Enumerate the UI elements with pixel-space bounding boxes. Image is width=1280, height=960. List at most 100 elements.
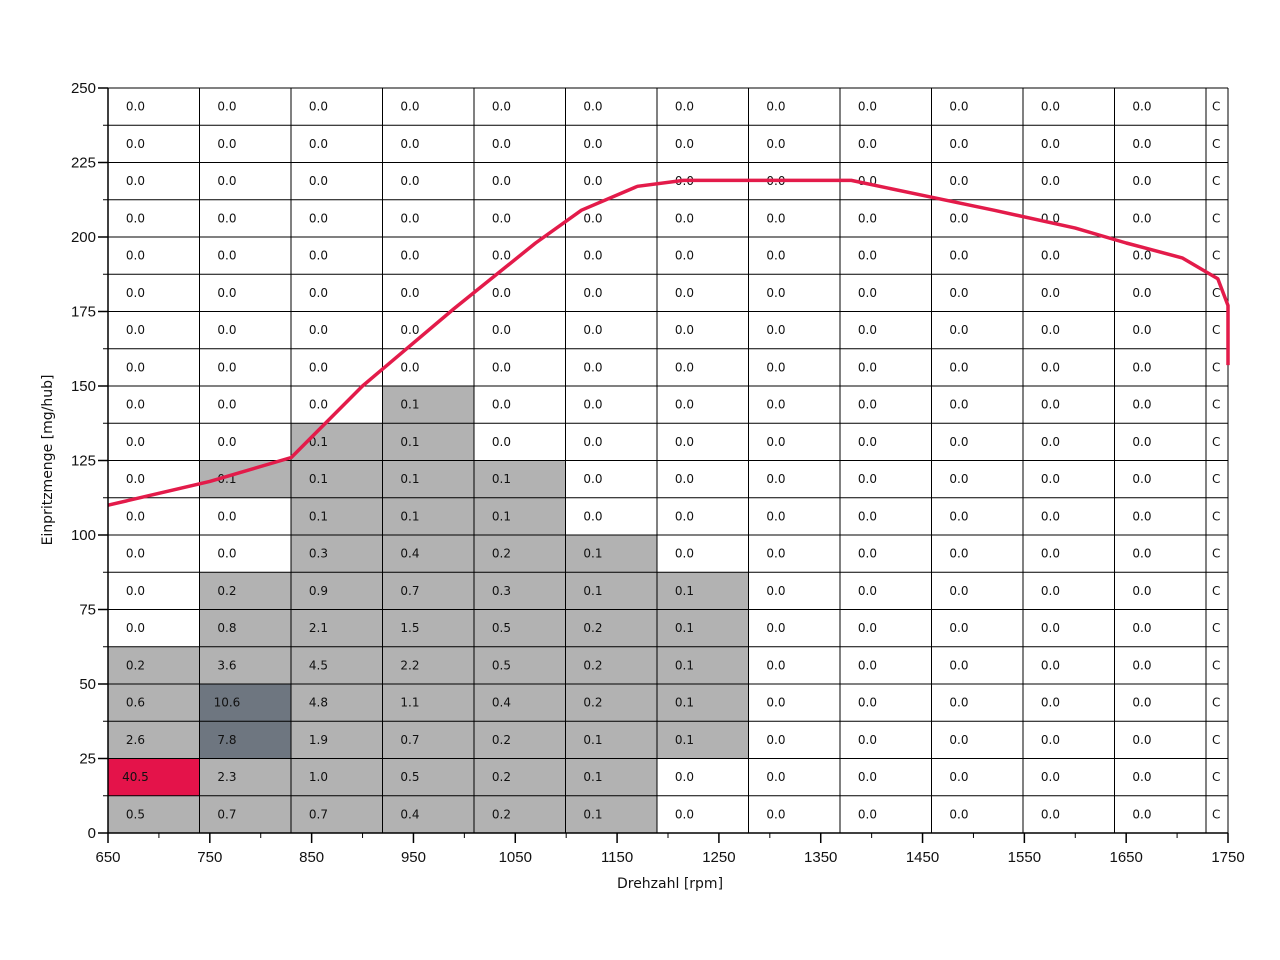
cell-value: 0.0 <box>1132 770 1151 784</box>
cell-value: 0.0 <box>949 509 968 523</box>
cell-value: 0.0 <box>217 547 236 561</box>
cell-value: 0.0 <box>400 137 419 151</box>
cell-value: 0.0 <box>766 696 785 710</box>
cell-value: 0.0 <box>949 733 968 747</box>
y-tick-label: 125 <box>71 453 96 470</box>
cell-value: 0.0 <box>309 137 328 151</box>
cell-value: 0.0 <box>492 211 511 225</box>
cell-value: 0.5 <box>492 621 511 635</box>
cell-value: 0.0 <box>949 100 968 114</box>
cell-value: 0.0 <box>949 286 968 300</box>
heatmap-cells <box>108 386 749 833</box>
cell-value: 0.0 <box>858 286 877 300</box>
cell-value: 0.0 <box>675 137 694 151</box>
cell-value: 0.0 <box>766 211 785 225</box>
cell-value: 0.0 <box>675 360 694 374</box>
cell-value: 0.0 <box>400 360 419 374</box>
cell-value: C <box>1212 733 1220 747</box>
cell-value: 0.0 <box>217 286 236 300</box>
heatmap-cell <box>565 721 657 759</box>
cell-value: 0.0 <box>126 323 145 337</box>
cell-value: 0.0 <box>583 398 602 412</box>
cell-value: 0.0 <box>1041 621 1060 635</box>
cell-value: C <box>1212 807 1220 821</box>
cell-value: 0.0 <box>675 435 694 449</box>
heatmap-cell <box>474 646 566 684</box>
heatmap-cell <box>291 535 383 573</box>
cell-value: 0.0 <box>675 286 694 300</box>
cell-value: 0.7 <box>400 584 419 598</box>
cell-value: 0.0 <box>126 472 145 486</box>
cell-value: 2.3 <box>217 770 236 784</box>
heatmap-cell <box>382 460 474 498</box>
cell-value: 0.0 <box>126 249 145 263</box>
cell-value: 0.2 <box>217 584 236 598</box>
heatmap-cell <box>565 684 657 722</box>
y-tick-label: 225 <box>71 155 96 172</box>
cell-value: 0.0 <box>400 100 419 114</box>
heatmap-cell <box>108 795 200 833</box>
heatmap-cell <box>108 646 200 684</box>
cell-value: 0.0 <box>1041 100 1060 114</box>
y-tick-label: 0 <box>88 825 96 842</box>
cell-value: 0.0 <box>949 621 968 635</box>
full-load-curve <box>107 178 1230 507</box>
cell-value: 0.5 <box>400 770 419 784</box>
cell-value: 0.0 <box>675 323 694 337</box>
cell-value: 4.8 <box>309 696 328 710</box>
cell-value: 0.0 <box>766 249 785 263</box>
cell-value: 0.0 <box>309 323 328 337</box>
cell-value: 0.0 <box>858 584 877 598</box>
cell-value: 0.1 <box>492 509 511 523</box>
cell-value: 0.2 <box>492 770 511 784</box>
heatmap-cell <box>565 609 657 647</box>
cell-value: 0.0 <box>858 398 877 412</box>
cell-value: 0.2 <box>492 807 511 821</box>
cell-value: 0.0 <box>309 174 328 188</box>
cell-value: 0.0 <box>1041 174 1060 188</box>
heatmap-cell <box>565 795 657 833</box>
cell-value: 0.0 <box>1132 547 1151 561</box>
heatmap-cell <box>474 795 566 833</box>
cell-value: 0.0 <box>949 435 968 449</box>
cell-value: 0.8 <box>217 621 236 635</box>
cell-value: 0.0 <box>675 211 694 225</box>
cell-value: 0.0 <box>1041 658 1060 672</box>
cell-value: 0.1 <box>583 584 602 598</box>
cell-value: 0.0 <box>1132 286 1151 300</box>
cell-value: 0.0 <box>949 584 968 598</box>
x-tick-label: 650 <box>95 849 120 866</box>
cell-value: 0.1 <box>400 435 419 449</box>
cell-values: 0.0 0.0 0.0 0.0 0.0 0.0 0.0 0.0 0.0 0.0 0.0 0.0 C 0.0… <box>122 100 1220 822</box>
cell-value: 0.0 <box>492 174 511 188</box>
heatmap-cell <box>474 684 566 722</box>
cell-value: 0.0 <box>1132 249 1151 263</box>
cell-value: 0.0 <box>309 100 328 114</box>
cell-value: 0.1 <box>400 509 419 523</box>
cell-value: 0.4 <box>492 696 511 710</box>
cell-value: 0.0 <box>1041 435 1060 449</box>
heatmap-cell <box>474 460 566 498</box>
cell-value: 0.0 <box>309 211 328 225</box>
cell-value: 0.0 <box>949 211 968 225</box>
x-tick-label: 1050 <box>499 849 532 866</box>
cell-value: 0.0 <box>766 360 785 374</box>
cell-value: 0.0 <box>766 807 785 821</box>
x-tick-label: 1450 <box>906 849 939 866</box>
cell-value: 0.0 <box>583 174 602 188</box>
y-tick-label: 50 <box>79 676 96 693</box>
cell-value: 0.0 <box>1132 584 1151 598</box>
cell-value: C <box>1212 137 1220 151</box>
heatmap-cell <box>291 721 383 759</box>
cell-value: C <box>1212 472 1220 486</box>
x-axis-title: Drehzahl [rpm] <box>617 876 723 892</box>
heatmap-cell <box>657 572 749 610</box>
cell-value: 0.0 <box>583 286 602 300</box>
cell-value: 0.0 <box>766 621 785 635</box>
cell-value: 0.0 <box>583 472 602 486</box>
heatmap-cell <box>657 684 749 722</box>
heatmap-cell <box>382 386 474 424</box>
heatmap-cell <box>291 684 383 722</box>
heatmap-cell <box>474 497 566 535</box>
